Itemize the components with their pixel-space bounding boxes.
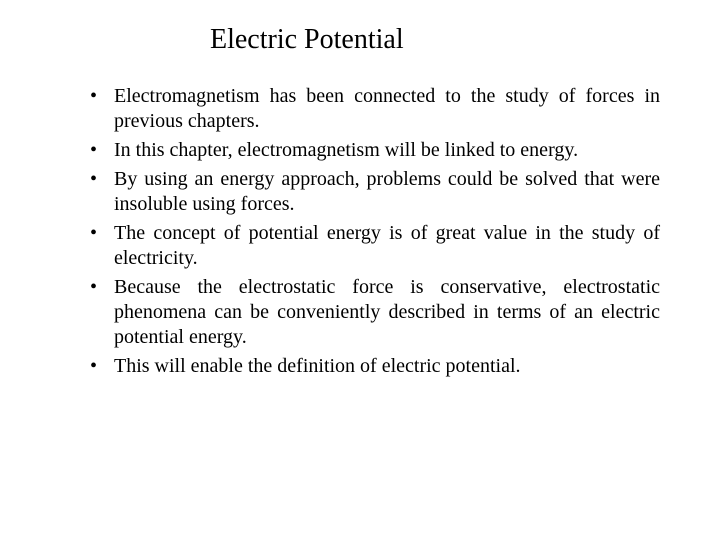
bullet-item: This will enable the definition of elect… [90, 354, 660, 379]
bullet-item: The concept of potential energy is of gr… [90, 221, 660, 271]
bullet-item: Electromagnetism has been connected to t… [90, 84, 660, 134]
bullet-item: In this chapter, electromagnetism will b… [90, 138, 660, 163]
slide: Electric Potential Electromagnetism has … [0, 0, 720, 540]
slide-title: Electric Potential [210, 24, 660, 56]
bullet-item: By using an energy approach, problems co… [90, 167, 660, 217]
bullet-list: Electromagnetism has been connected to t… [60, 84, 660, 379]
bullet-item: Because the electrostatic force is conse… [90, 275, 660, 350]
